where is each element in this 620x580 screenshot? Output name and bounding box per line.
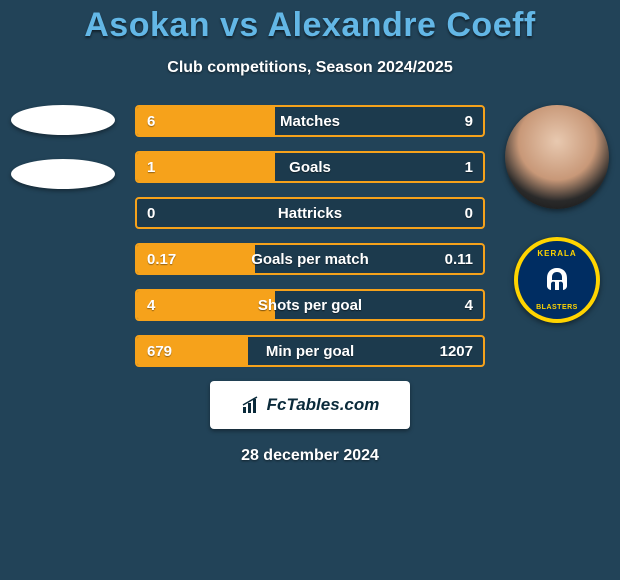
stat-row-goals-per-match: 0.17 Goals per match 0.11 (135, 243, 485, 275)
club-badge-text-top: KERALA (537, 249, 576, 258)
date-text: 28 december 2024 (0, 447, 620, 465)
stat-row-shots-per-goal: 4 Shots per goal 4 (135, 289, 485, 321)
club-badge-text-bot: BLASTERS (536, 304, 578, 311)
stat-label: Shots per goal (137, 297, 483, 314)
player-left-club-placeholder (11, 159, 115, 189)
stat-bars: 6 Matches 9 1 Goals 1 0 Hattricks 0 0.17… (135, 105, 485, 367)
branding-box: FcTables.com (210, 381, 410, 429)
stat-row-goals: 1 Goals 1 (135, 151, 485, 183)
comparison-area: KERALA BLASTERS 6 Matches 9 1 Goals 1 (0, 105, 620, 367)
player-right-club-badge: KERALA BLASTERS (514, 237, 600, 323)
stat-row-matches: 6 Matches 9 (135, 105, 485, 137)
stat-value-right: 4 (465, 297, 473, 314)
stat-row-hattricks: 0 Hattricks 0 (135, 197, 485, 229)
bars-icon (241, 395, 261, 415)
elephant-icon (537, 260, 577, 300)
player-left-avatar-placeholder (11, 105, 115, 135)
page-subtitle: Club competitions, Season 2024/2025 (0, 59, 620, 77)
page-title: Asokan vs Alexandre Coeff (0, 0, 620, 45)
stat-label: Hattricks (137, 205, 483, 222)
stat-row-min-per-goal: 679 Min per goal 1207 (135, 335, 485, 367)
player-right-avatar (505, 105, 609, 209)
stat-value-right: 9 (465, 113, 473, 130)
stat-label: Min per goal (137, 343, 483, 360)
stat-value-right: 0.11 (445, 251, 473, 268)
player-right-column: KERALA BLASTERS (502, 105, 612, 323)
stat-label: Goals (137, 159, 483, 176)
stat-label: Matches (137, 113, 483, 130)
branding-text: FcTables.com (267, 395, 380, 415)
stat-value-right: 1207 (440, 343, 473, 360)
stat-value-right: 0 (465, 205, 473, 222)
stat-value-right: 1 (465, 159, 473, 176)
player-left-column (8, 105, 118, 213)
stat-label: Goals per match (137, 251, 483, 268)
